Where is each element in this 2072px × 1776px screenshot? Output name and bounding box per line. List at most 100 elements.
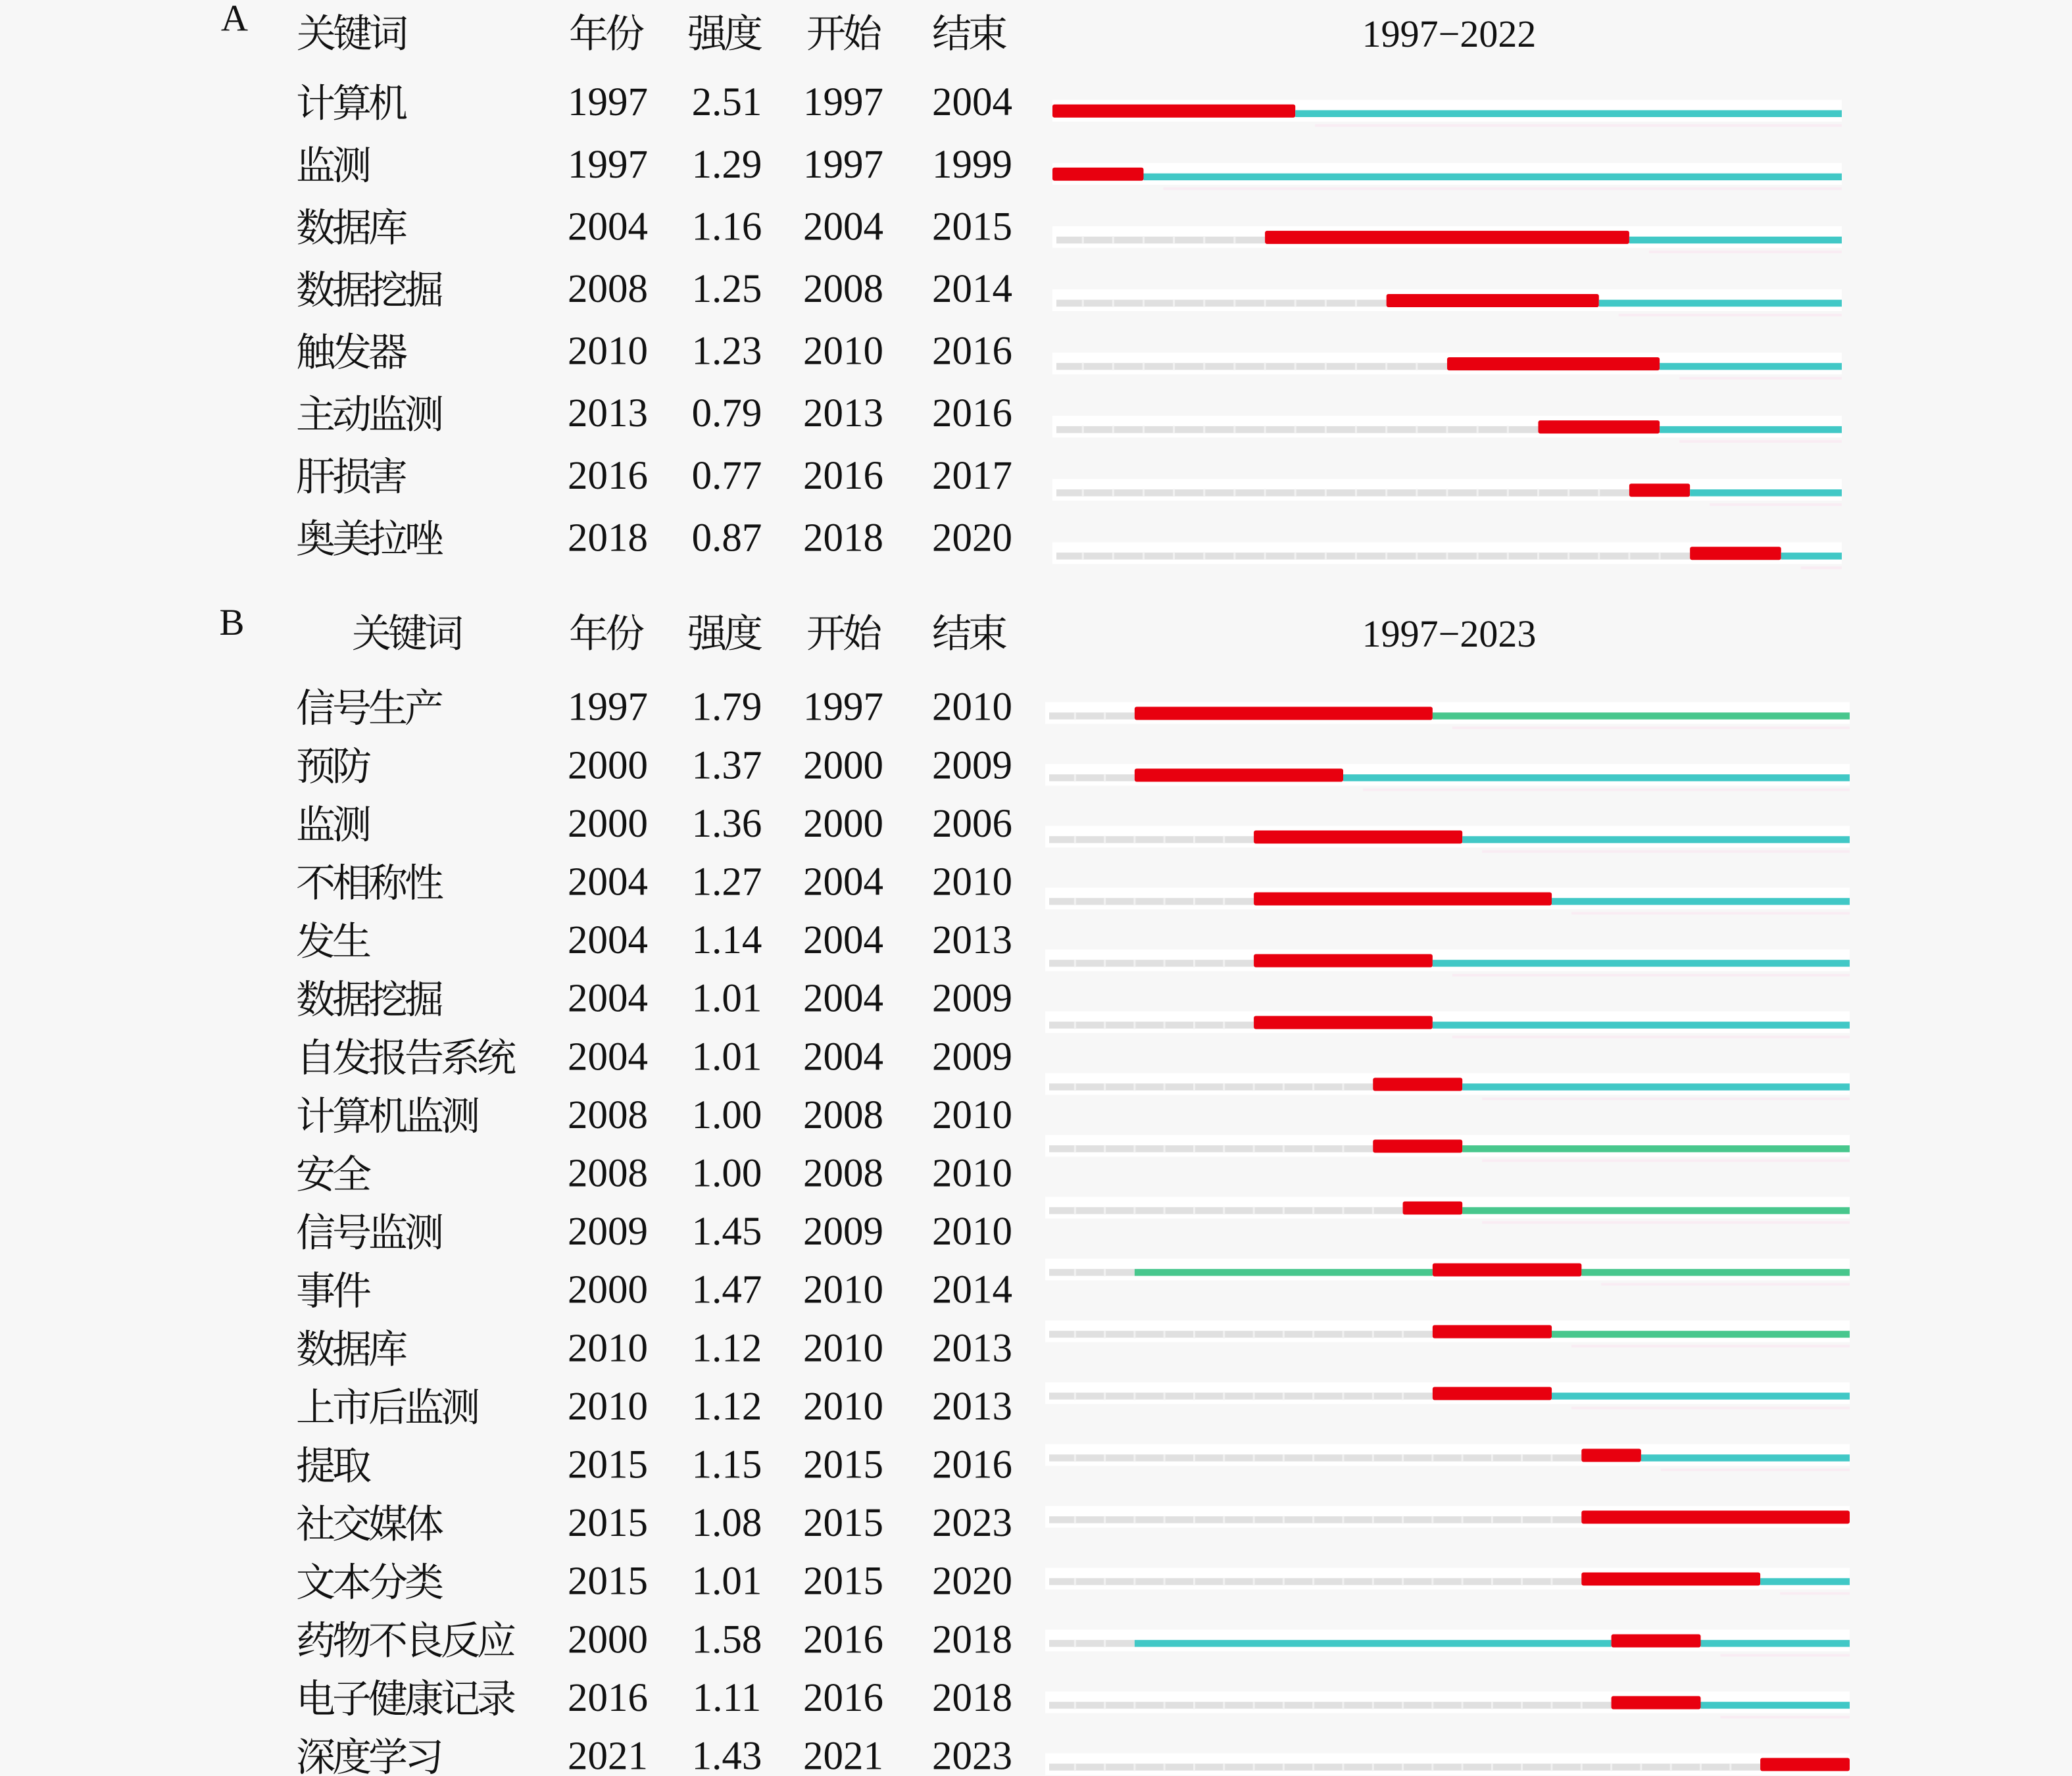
svg-text:2015: 2015 bbox=[803, 1560, 883, 1604]
svg-text:2015: 2015 bbox=[932, 205, 1012, 249]
svg-text:1997−2022: 1997−2022 bbox=[1362, 12, 1537, 55]
svg-text:2004: 2004 bbox=[568, 918, 648, 962]
svg-text:2020: 2020 bbox=[932, 516, 1012, 560]
svg-text:1.00: 1.00 bbox=[692, 1093, 762, 1137]
svg-text:2004: 2004 bbox=[568, 860, 648, 904]
svg-text:2008: 2008 bbox=[803, 1093, 883, 1137]
svg-text:2.51: 2.51 bbox=[692, 80, 762, 124]
svg-text:2010: 2010 bbox=[932, 1152, 1012, 1196]
svg-text:2021: 2021 bbox=[568, 1735, 648, 1776]
svg-text:2018: 2018 bbox=[803, 516, 883, 560]
svg-text:1.25: 1.25 bbox=[692, 267, 762, 311]
svg-text:2004: 2004 bbox=[803, 205, 883, 249]
svg-text:2006: 2006 bbox=[932, 802, 1012, 846]
svg-text:2016: 2016 bbox=[803, 1676, 883, 1720]
svg-text:1997: 1997 bbox=[803, 80, 883, 124]
svg-text:1.01: 1.01 bbox=[692, 977, 762, 1021]
svg-text:1.29: 1.29 bbox=[692, 143, 762, 187]
svg-text:1.27: 1.27 bbox=[692, 860, 762, 904]
svg-text:1.00: 1.00 bbox=[692, 1152, 762, 1196]
svg-text:2010: 2010 bbox=[932, 860, 1012, 904]
svg-text:1997−2023: 1997−2023 bbox=[1362, 612, 1537, 655]
svg-text:2016: 2016 bbox=[932, 391, 1012, 435]
svg-text:2004: 2004 bbox=[803, 977, 883, 1021]
svg-text:2008: 2008 bbox=[568, 1152, 648, 1196]
svg-text:1.11: 1.11 bbox=[693, 1676, 762, 1720]
svg-text:1.01: 1.01 bbox=[692, 1560, 762, 1604]
svg-text:2000: 2000 bbox=[568, 743, 648, 787]
svg-text:2015: 2015 bbox=[803, 1501, 883, 1545]
svg-text:2004: 2004 bbox=[568, 1035, 648, 1079]
svg-text:2013: 2013 bbox=[932, 1326, 1012, 1370]
svg-text:2016: 2016 bbox=[932, 330, 1012, 374]
svg-text:2008: 2008 bbox=[568, 1093, 648, 1137]
svg-text:2010: 2010 bbox=[568, 1385, 648, 1429]
svg-text:0.87: 0.87 bbox=[692, 516, 762, 560]
svg-text:2008: 2008 bbox=[803, 1152, 883, 1196]
svg-text:2000: 2000 bbox=[568, 1617, 648, 1662]
svg-text:2004: 2004 bbox=[803, 918, 883, 962]
svg-text:2023: 2023 bbox=[932, 1735, 1012, 1776]
svg-text:2009: 2009 bbox=[932, 743, 1012, 787]
svg-text:1.15: 1.15 bbox=[692, 1443, 762, 1487]
svg-text:2010: 2010 bbox=[803, 330, 883, 374]
svg-text:2009: 2009 bbox=[932, 1035, 1012, 1079]
svg-text:1.79: 1.79 bbox=[692, 685, 762, 729]
svg-text:2009: 2009 bbox=[932, 977, 1012, 1021]
svg-text:2010: 2010 bbox=[932, 1210, 1012, 1254]
svg-text:1.08: 1.08 bbox=[692, 1501, 762, 1545]
svg-text:2000: 2000 bbox=[568, 1268, 648, 1312]
svg-text:1.47: 1.47 bbox=[692, 1268, 762, 1312]
svg-text:2018: 2018 bbox=[932, 1676, 1012, 1720]
svg-text:0.77: 0.77 bbox=[692, 454, 762, 498]
svg-text:2010: 2010 bbox=[803, 1385, 883, 1429]
svg-text:2010: 2010 bbox=[568, 330, 648, 374]
svg-text:2014: 2014 bbox=[932, 267, 1012, 311]
svg-text:2016: 2016 bbox=[803, 1617, 883, 1662]
svg-text:2004: 2004 bbox=[803, 860, 883, 904]
svg-text:2015: 2015 bbox=[568, 1560, 648, 1604]
svg-text:2008: 2008 bbox=[568, 267, 648, 311]
svg-text:1997: 1997 bbox=[568, 685, 648, 729]
svg-text:2013: 2013 bbox=[568, 391, 648, 435]
svg-text:2015: 2015 bbox=[568, 1501, 648, 1545]
svg-text:1.12: 1.12 bbox=[692, 1326, 762, 1370]
svg-text:2015: 2015 bbox=[568, 1443, 648, 1487]
svg-text:2013: 2013 bbox=[803, 391, 883, 435]
svg-text:2008: 2008 bbox=[803, 267, 883, 311]
svg-text:2010: 2010 bbox=[932, 685, 1012, 729]
svg-text:1999: 1999 bbox=[932, 143, 1012, 187]
svg-text:1997: 1997 bbox=[568, 143, 648, 187]
svg-text:2016: 2016 bbox=[803, 454, 883, 498]
svg-text:A: A bbox=[221, 0, 248, 39]
svg-text:1.12: 1.12 bbox=[692, 1385, 762, 1429]
svg-text:1.43: 1.43 bbox=[692, 1735, 762, 1776]
svg-text:2010: 2010 bbox=[568, 1326, 648, 1370]
svg-text:2004: 2004 bbox=[568, 977, 648, 1021]
svg-text:2009: 2009 bbox=[803, 1210, 883, 1254]
svg-text:2000: 2000 bbox=[803, 743, 883, 787]
svg-text:0.79: 0.79 bbox=[692, 391, 762, 435]
svg-text:B: B bbox=[219, 602, 244, 643]
svg-text:2016: 2016 bbox=[932, 1443, 1012, 1487]
svg-text:2020: 2020 bbox=[932, 1560, 1012, 1604]
svg-text:2004: 2004 bbox=[803, 1035, 883, 1079]
svg-text:2021: 2021 bbox=[803, 1735, 883, 1776]
svg-text:1.01: 1.01 bbox=[692, 1035, 762, 1079]
svg-text:2000: 2000 bbox=[568, 802, 648, 846]
svg-text:1997: 1997 bbox=[568, 80, 648, 124]
svg-text:2017: 2017 bbox=[932, 454, 1012, 498]
svg-text:2018: 2018 bbox=[932, 1617, 1012, 1662]
svg-text:1.37: 1.37 bbox=[692, 743, 762, 787]
svg-text:1.16: 1.16 bbox=[692, 205, 762, 249]
svg-text:2023: 2023 bbox=[932, 1501, 1012, 1545]
svg-text:1997: 1997 bbox=[803, 685, 883, 729]
svg-text:2010: 2010 bbox=[803, 1268, 883, 1312]
svg-text:2013: 2013 bbox=[932, 1385, 1012, 1429]
svg-text:2016: 2016 bbox=[568, 454, 648, 498]
svg-text:1.58: 1.58 bbox=[692, 1617, 762, 1662]
svg-text:1.23: 1.23 bbox=[692, 330, 762, 374]
svg-text:2010: 2010 bbox=[932, 1093, 1012, 1137]
svg-text:1997: 1997 bbox=[803, 143, 883, 187]
svg-text:2013: 2013 bbox=[932, 918, 1012, 962]
